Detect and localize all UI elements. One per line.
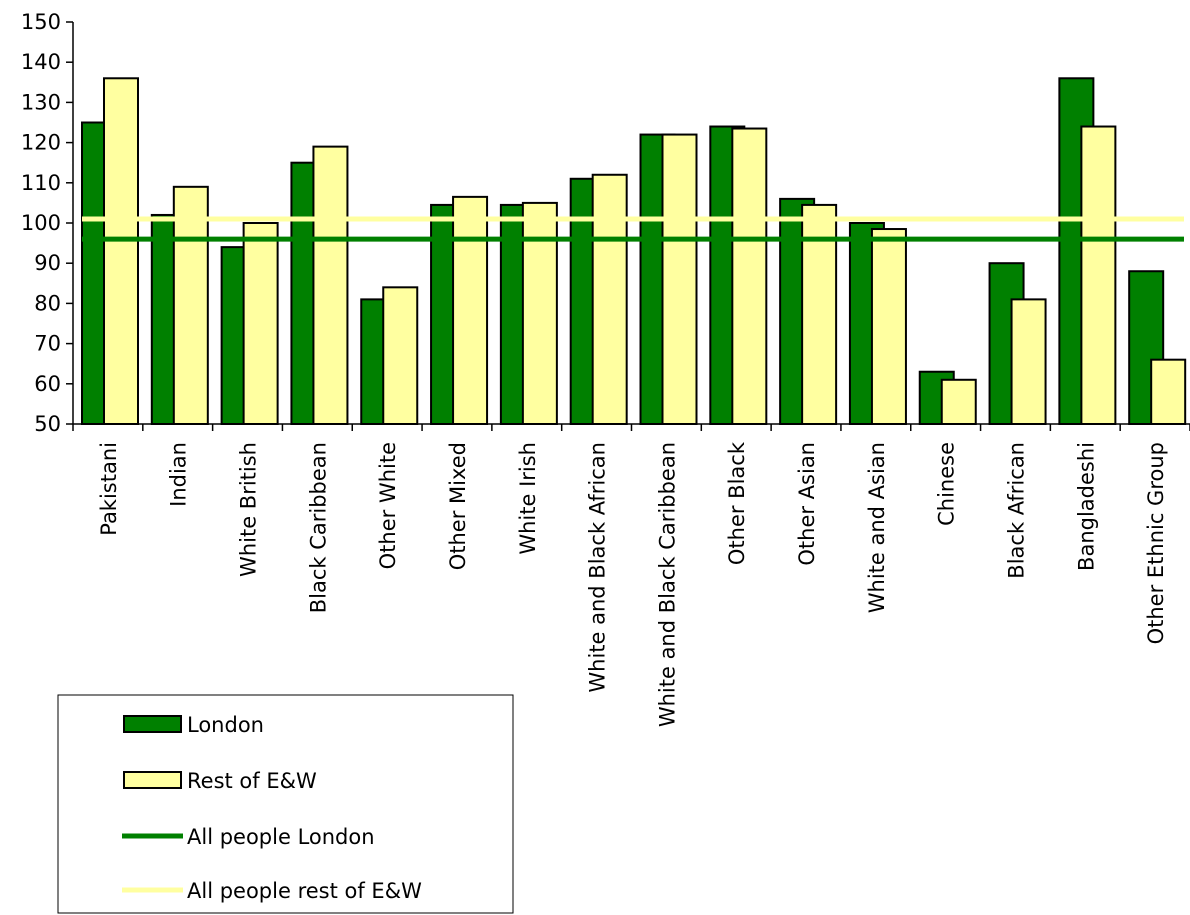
- bar-rest-of-eandw-other-white: [382, 286, 419, 425]
- x-tick-label-black-caribbean: Black Caribbean: [306, 442, 330, 613]
- bar-rest-of-eandw-white-and-asian: [870, 228, 907, 425]
- x-tick-label-other-white: Other White: [376, 442, 400, 569]
- bar-rest-of-eandw-bangladeshi: [1080, 125, 1117, 426]
- x-tick-label-other-ethnic-group: Other Ethnic Group: [1144, 442, 1168, 644]
- bar-rest-of-eandw-pakistani: [103, 77, 139, 425]
- x-tick-label-white-and-black-caribbean: White and Black Caribbean: [655, 442, 679, 727]
- legend-label-london: London: [187, 713, 264, 737]
- bars-layer: [81, 77, 1187, 426]
- y-tick-label-150: 150: [21, 10, 61, 34]
- y-tick-label-80: 80: [34, 291, 61, 315]
- x-tick-label-other-mixed: Other Mixed: [446, 442, 470, 570]
- legend-label-all-people-rest-of-eandw: All people rest of E&W: [187, 879, 422, 903]
- bar-rest-of-eandw-white-irish: [521, 201, 558, 425]
- x-tick-label-chinese: Chinese: [935, 442, 959, 526]
- x-tick-label-white-british: White British: [237, 442, 261, 577]
- legend-label-all-people-london: All people London: [187, 825, 375, 849]
- bar-rest-of-eandw-other-mixed: [452, 195, 489, 425]
- y-tick-label-70: 70: [34, 332, 61, 356]
- bar-rest-of-eandw-white-british: [242, 222, 279, 425]
- reference-lines-layer: [82, 216, 1184, 242]
- x-tick-label-bangladeshi: Bangladeshi: [1074, 442, 1098, 571]
- legend-swatch-london: [123, 715, 182, 733]
- legend: London Rest of E&W All people London All pe…: [57, 694, 514, 914]
- bar-rest-of-eandw-other-ethnic-group: [1150, 358, 1187, 425]
- x-tick-label-white-and-black-african: White and Black African: [586, 442, 610, 693]
- y-tick-label-140: 140: [21, 50, 61, 74]
- y-tick-label-120: 120: [21, 131, 61, 155]
- bar-rest-of-eandw-chinese: [940, 378, 977, 425]
- x-tick-label-white-irish: White Irish: [516, 442, 540, 555]
- y-tick-label-60: 60: [34, 372, 61, 396]
- x-tick-label-black-african: Black African: [1004, 442, 1028, 579]
- x-tick-label-other-black: Other Black: [725, 441, 749, 565]
- y-tick-label-130: 130: [21, 90, 61, 114]
- bar-rest-of-eandw-black-african: [1010, 298, 1047, 426]
- legend-label-rest-of-eandw: Rest of E&W: [187, 769, 317, 793]
- bar-rest-of-eandw-white-and-black-caribbean: [661, 133, 698, 425]
- legend-swatch-rest-of-eandw: [123, 771, 182, 789]
- x-tick-label-white-and-asian: White and Asian: [865, 442, 889, 613]
- x-tick-label-pakistani: Pakistani: [97, 442, 121, 536]
- x-tick-label-indian: Indian: [167, 442, 191, 507]
- y-tick-label-50: 50: [34, 412, 61, 436]
- bar-rest-of-eandw-white-and-black-african: [591, 173, 628, 425]
- y-tick-labels: 50 60 70 80 90 100 110 120 130 140 150: [21, 10, 61, 436]
- axes-layer: [66, 21, 1190, 431]
- y-tick-label-110: 110: [21, 171, 61, 195]
- x-tick-labels: Pakistani Indian White British Black Caribb…: [97, 441, 1168, 727]
- y-tick-label-100: 100: [21, 211, 61, 235]
- x-tick-label-other-asian: Other Asian: [795, 442, 819, 566]
- bar-rest-of-eandw-indian: [172, 185, 209, 425]
- y-tick-label-90: 90: [34, 251, 61, 275]
- bar-rest-of-eandw-black-caribbean: [312, 145, 349, 425]
- bar-rest-of-eandw-other-black: [731, 127, 768, 425]
